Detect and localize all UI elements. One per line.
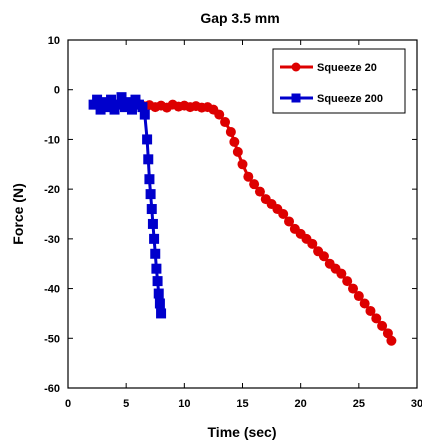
data-point: [146, 204, 157, 215]
series-squeeze-200: [88, 92, 167, 319]
y-tick-label: -50: [44, 333, 60, 345]
y-tick-label: -40: [44, 284, 60, 296]
data-point: [144, 174, 155, 185]
data-point: [150, 248, 161, 259]
data-point: [359, 298, 370, 309]
data-point: [126, 104, 137, 115]
data-point: [154, 298, 165, 309]
data-point: [243, 171, 254, 182]
data-point: [143, 154, 154, 165]
data-point: [237, 159, 248, 170]
legend: Squeeze 20 Squeeze 200: [272, 48, 406, 114]
data-point: [147, 218, 158, 229]
data-point: [382, 328, 393, 339]
data-point: [232, 146, 243, 157]
y-tick-label: 10: [48, 35, 60, 47]
axis-tick-labels: 0 5 10 15 20 25 30 10 0 -10 -20 -30 -40 -50 -60: [44, 35, 422, 410]
data-point: [353, 291, 364, 302]
data-point: [152, 276, 163, 287]
data-point: [156, 308, 167, 319]
x-tick-label: 10: [178, 398, 190, 410]
data-point: [95, 104, 106, 115]
data-point: [225, 126, 236, 137]
x-tick-label: 25: [353, 398, 365, 410]
legend-label-squeeze-20: Squeeze 20: [317, 62, 377, 74]
y-tick-label: -30: [44, 234, 60, 246]
x-tick-label: 20: [295, 398, 307, 410]
y-axis-title: Force (N): [10, 183, 26, 244]
data-point: [377, 320, 388, 331]
data-point: [102, 102, 113, 113]
data-point: [142, 134, 153, 145]
data-point: [254, 186, 265, 197]
legend-label-squeeze-200: Squeeze 200: [317, 93, 383, 105]
data-point: [229, 136, 240, 147]
data-point: [214, 109, 225, 120]
x-tick-label: 30: [411, 398, 422, 410]
x-tick-label: 0: [65, 398, 71, 410]
data-point: [151, 263, 162, 274]
data-point: [116, 92, 127, 103]
chart-title: Gap 3.5 mm: [200, 10, 279, 26]
data-point: [386, 335, 397, 346]
data-point: [139, 109, 150, 120]
legend-marker-squeeze-200: [291, 93, 301, 103]
data-point: [123, 97, 134, 108]
data-point: [149, 233, 160, 244]
data-point: [220, 117, 231, 128]
x-axis-title: Time (sec): [208, 424, 277, 440]
x-tick-label: 15: [236, 398, 248, 410]
data-point: [106, 94, 117, 105]
data-point: [249, 179, 260, 190]
series-layer: [88, 92, 397, 346]
x-tick-label: 5: [123, 398, 129, 410]
y-tick-label: -20: [44, 184, 60, 196]
y-tick-label: -10: [44, 134, 60, 146]
data-point: [307, 238, 318, 249]
data-point: [92, 94, 103, 105]
data-point: [145, 189, 156, 200]
data-point: [318, 251, 329, 262]
data-point: [153, 288, 164, 299]
data-point: [342, 276, 353, 287]
data-point: [113, 99, 124, 110]
data-point: [371, 313, 382, 324]
y-tick-label: -60: [44, 383, 60, 395]
data-point: [365, 305, 376, 316]
legend-marker-squeeze-20: [291, 62, 301, 72]
y-tick-label: 0: [54, 85, 60, 97]
data-point: [348, 283, 359, 294]
data-point: [137, 102, 148, 113]
axis-ticks: [67, 39, 418, 389]
data-point: [278, 209, 289, 219]
data-point: [284, 216, 295, 227]
data-point: [336, 268, 347, 279]
